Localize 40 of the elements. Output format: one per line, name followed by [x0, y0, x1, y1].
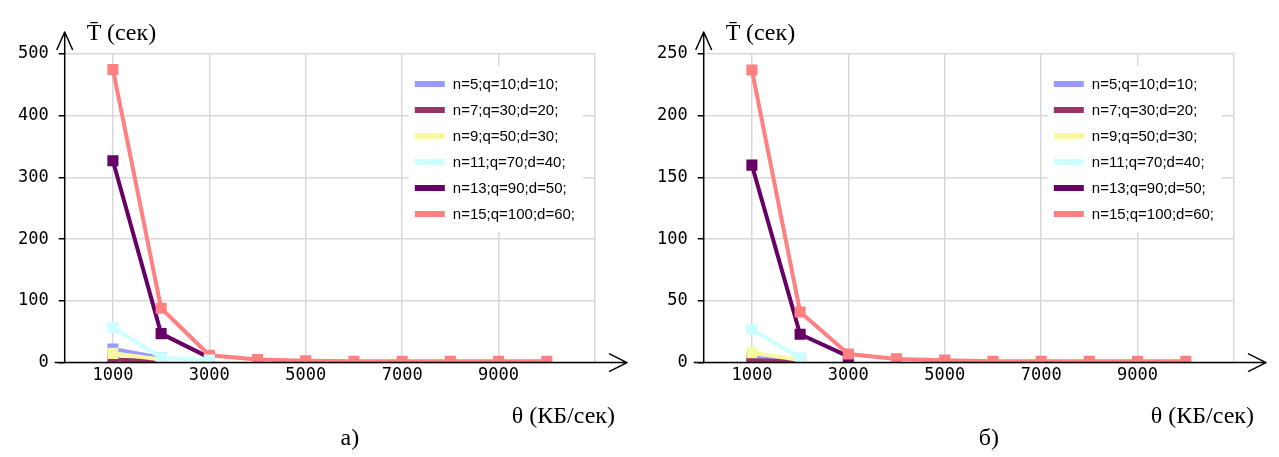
- y-tick-label: 0: [677, 351, 688, 372]
- x-tick-label: 9000: [1117, 364, 1159, 385]
- legend-label: n=13;q=90;d=50;: [452, 179, 567, 197]
- y-axis-title: T̄ (сек): [725, 19, 796, 45]
- y-tick-label: 50: [667, 289, 688, 310]
- x-axis-title: θ (КБ/сек): [511, 401, 615, 428]
- legend-label: n=11;q=70;d=40;: [1091, 153, 1205, 171]
- legend-label: n=7;q=30;d=20;: [1091, 101, 1198, 119]
- y-tick-label: 250: [656, 42, 688, 63]
- legend-label: n=15;q=100;d=60;: [1091, 205, 1215, 223]
- x-tick-label: 3000: [188, 364, 230, 385]
- x-tick-label: 7000: [381, 364, 423, 385]
- x-tick-label: 5000: [924, 364, 966, 385]
- y-tick-label: 150: [656, 165, 688, 186]
- x-tick-label: 9000: [478, 364, 520, 385]
- x-tick-label: 5000: [285, 364, 327, 385]
- y-axis-title: T̄ (сек): [86, 19, 157, 45]
- x-tick-label: 1000: [731, 364, 773, 385]
- legend-label: n=5;q=10;d=10;: [1091, 75, 1198, 93]
- x-tick-label: 1000: [92, 364, 134, 385]
- y-tick-label: 100: [656, 227, 688, 248]
- legend-label: n=11;q=70;d=40;: [452, 153, 566, 171]
- x-axis-title: θ (КБ/сек): [1150, 401, 1254, 428]
- legend-label: n=5;q=10;d=10;: [452, 75, 559, 93]
- legend-label: n=13;q=90;d=50;: [1091, 179, 1206, 197]
- text: а): [340, 423, 360, 450]
- y-tick-label: 0: [38, 351, 49, 372]
- y-tick-label: 500: [17, 42, 49, 63]
- text: б): [978, 423, 999, 450]
- y-tick-label: 200: [656, 104, 688, 125]
- y-tick-label: 400: [17, 104, 49, 125]
- x-tick-label: 7000: [1020, 364, 1062, 385]
- legend-label: n=15;q=100;d=60;: [452, 205, 576, 223]
- legend-label: n=7;q=30;d=20;: [452, 101, 559, 119]
- legend-label: n=9;q=50;d=30;: [452, 127, 559, 145]
- y-tick-label: 300: [17, 165, 49, 186]
- legend-label: n=9;q=50;d=30;: [1091, 127, 1198, 145]
- y-tick-label: 200: [17, 227, 49, 248]
- y-tick-label: 100: [17, 289, 49, 310]
- x-tick-label: 3000: [827, 364, 869, 385]
